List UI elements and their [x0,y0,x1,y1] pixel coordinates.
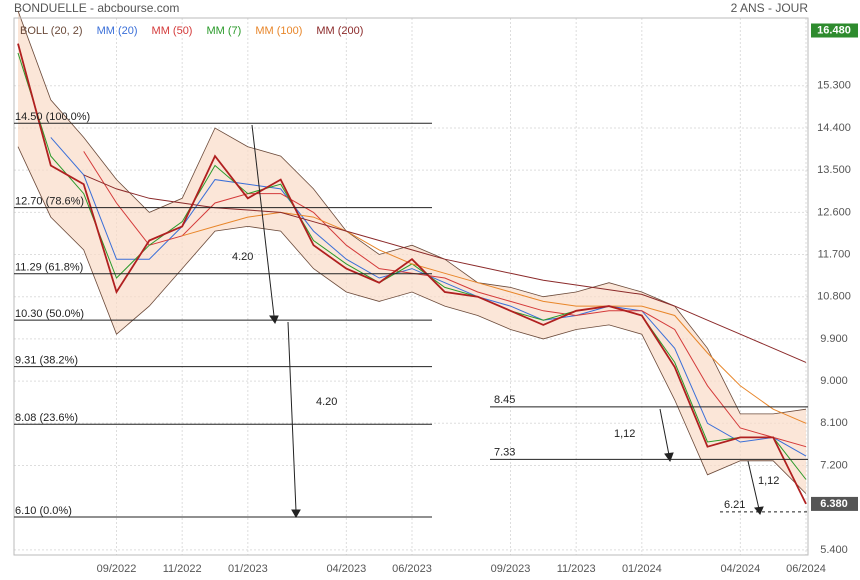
period: 2 ANS - JOUR [731,1,809,15]
legend-entry: MM (50) [152,25,193,37]
x-tick-label: 06/2023 [392,563,432,575]
x-tick-label: 04/2023 [326,563,366,575]
fib-label: 10.30 (50.0%) [15,308,84,320]
arrow [251,124,275,317]
price-line [17,43,807,505]
arrow-head [754,506,764,515]
arrow [659,408,670,456]
x-tick-label: 11/2022 [163,563,202,575]
fib-label: 14.50 (100.0%) [15,111,90,123]
arrow-head [291,509,301,519]
legend-entry: MM (20) [97,25,138,37]
fib-label: 8.08 (23.6%) [15,412,78,424]
annotation: 1,12 [758,475,779,487]
price-badge-label: 16.480 [817,24,851,36]
y-tick-label: 8.100 [820,417,848,429]
chart-title: BONDUELLE - abcbourse.com [14,1,179,15]
y-tick-label: 9.900 [820,333,848,345]
arrow-head [664,452,674,463]
moving-average [83,151,807,448]
fib-label: 12.70 (78.6%) [15,196,84,208]
y-tick-label: 12.600 [817,206,851,218]
x-tick-label: 11/2023 [557,563,596,575]
annotation: 4.20 [232,251,253,263]
arrow [747,460,760,510]
price-badge [811,23,858,38]
legend-entry: BOLL (20, 2) [20,25,83,37]
y-tick-label: 9.000 [820,375,848,387]
y-tick-label: 10.800 [817,291,851,303]
fib-label: 11.29 (61.8%) [15,262,83,274]
arrows [251,124,764,519]
fib-label: 9.31 (38.2%) [15,354,78,366]
plot-area: 15.300 14.400 13.500 12.600 11.700 10.800 9.90… [14,10,851,575]
x-tick-label: 04/2024 [720,563,760,575]
y-tick-label: 11.700 [818,248,851,260]
moving-average [182,211,807,424]
y-tick-label: 13.500 [817,164,851,176]
y-tick-label: 15.300 [817,80,851,92]
moving-average [83,174,807,363]
fib-label: 6.21 [724,499,745,511]
legend-entry: MM (7) [206,25,241,37]
x-tick-label: 09/2023 [491,563,531,575]
legend-entry: MM (100) [255,25,302,37]
annotation: 4.20 [316,396,337,408]
legend-entry: MM (200) [316,25,363,37]
bollinger-lower [17,146,807,494]
y-tick-label: 7.200 [820,459,848,471]
y-tick-label: 5.400 [820,544,848,556]
bollinger-band [18,10,806,494]
price-badge [811,496,858,511]
annotation: 1,12 [614,428,635,440]
fib-label: 6.10 (0.0%) [15,505,72,517]
x-tick-label: 01/2024 [622,563,662,575]
fib-label: 7.33 [494,446,515,458]
x-tick-label: 01/2023 [228,563,268,575]
y-tick-label: 14.400 [817,122,851,134]
arrow [287,321,297,512]
x-tick-label: 09/2022 [97,563,137,575]
plot-frame [13,17,809,556]
fib-label: 8.45 [494,394,515,406]
arrow-head [269,315,279,325]
x-tick-label: 06/2024 [786,563,826,575]
price-badge-label: 6.380 [820,498,848,510]
